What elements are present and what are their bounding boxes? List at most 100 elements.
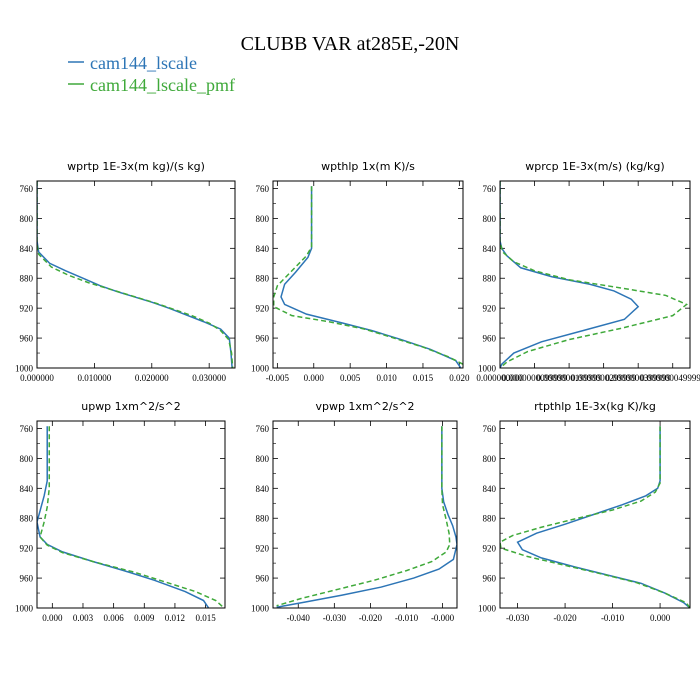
y-tick-label: 1000	[15, 364, 34, 374]
plot-frame	[36, 180, 236, 369]
x-tick-label: 0.015	[195, 613, 216, 623]
y-tick-label: 880	[483, 274, 497, 284]
legend-label-2: cam144_lscale_pmf	[90, 75, 235, 95]
x-tick-label: 0.009	[134, 613, 155, 623]
y-tick-label: 960	[20, 574, 34, 584]
series-line-cam144-lscale	[516, 426, 690, 608]
x-tick-label: 0.0000000499999	[640, 373, 700, 383]
x-tick-label: 0.0000000399999	[606, 373, 672, 383]
series-line-cam144-lscale	[276, 426, 457, 608]
x-tick-label: 0.020	[449, 373, 470, 383]
y-tick-label: 840	[256, 244, 270, 254]
panel-title: upwp 1xm^2/s^2	[81, 400, 181, 413]
y-tick-label: 960	[256, 334, 270, 344]
panel-2: wpthlp 1x(m K)/s 760 800 840 880 920 960 1000-0…	[251, 160, 470, 383]
y-tick-label: 920	[483, 544, 497, 554]
y-tick-label: 840	[483, 244, 497, 254]
y-tick-label: 920	[20, 304, 34, 314]
y-tick-label: 760	[256, 424, 270, 434]
y-tick-label: 1000	[251, 364, 270, 374]
x-tick-label: 0.000000	[20, 373, 54, 383]
series-line-cam144-lscale-pmf	[37, 181, 234, 368]
plot-frame	[499, 180, 691, 369]
y-tick-label: 760	[483, 424, 497, 434]
panel-title: vpwp 1xm^2/s^2	[315, 400, 414, 413]
x-tick-label: -0.010	[601, 613, 625, 623]
series-line-cam144-lscale-pmf	[500, 426, 690, 608]
y-tick-label: 880	[256, 274, 270, 284]
x-tick-label: 0.020000	[135, 373, 169, 383]
x-tick-label: 0.010000	[78, 373, 112, 383]
x-tick-label: -0.005	[266, 373, 290, 383]
series-line-cam144-lscale	[280, 186, 462, 368]
y-tick-label: 960	[256, 574, 270, 584]
panel-title: wprtp 1E-3x(m kg)/(s kg)	[67, 160, 205, 173]
panel-3: wprcp 1E-3x(m/s) (kg/kg) 760 800 840 880 920 9…	[476, 160, 700, 383]
y-tick-label: 920	[483, 304, 497, 314]
y-tick-label: 760	[256, 184, 270, 194]
x-tick-label: 0.005	[340, 373, 361, 383]
x-tick-label: 0.030000	[192, 373, 226, 383]
x-tick-label: -0.030	[323, 613, 347, 623]
y-tick-label: 920	[256, 544, 270, 554]
y-tick-label: 960	[483, 334, 497, 344]
y-tick-label: 840	[20, 244, 34, 254]
panel-title: wpthlp 1x(m K)/s	[321, 160, 415, 173]
y-tick-label: 800	[20, 214, 34, 224]
y-tick-label: 1000	[251, 604, 270, 614]
x-tick-label: 0.0000000099999	[502, 373, 568, 383]
x-tick-label: -0.000	[431, 613, 455, 623]
y-tick-label: 880	[20, 514, 34, 524]
x-tick-label: -0.030	[506, 613, 530, 623]
plot-frame	[272, 420, 458, 609]
y-tick-label: 840	[483, 484, 497, 494]
panel-6: rtpthlp 1E-3x(kg K)/kg 760 800 840 880 920 960…	[478, 400, 691, 623]
x-tick-label: 0.012	[165, 613, 185, 623]
y-tick-label: 960	[20, 334, 34, 344]
x-tick-label: 0.000	[304, 373, 325, 383]
y-tick-label: 840	[256, 484, 270, 494]
y-tick-label: 800	[256, 454, 270, 464]
panels-container: wprtp 1E-3x(m kg)/(s kg) 760 800 840 880 920 9…	[15, 160, 700, 623]
y-tick-label: 760	[20, 184, 34, 194]
x-tick-label: -0.020	[359, 613, 383, 623]
series-line-cam144-lscale-pmf	[500, 181, 688, 368]
x-tick-label: 0.015	[413, 373, 434, 383]
x-tick-label: 0.000000000	[476, 373, 524, 383]
x-tick-label: 0.000	[650, 613, 671, 623]
x-tick-label: 0.000	[42, 613, 63, 623]
y-tick-label: 800	[256, 214, 270, 224]
x-tick-label: -0.040	[287, 613, 311, 623]
y-tick-label: 920	[256, 304, 270, 314]
series-line-cam144-lscale	[500, 181, 640, 368]
legend: cam144_lscale cam144_lscale_pmf	[68, 53, 235, 95]
panel-title: rtpthlp 1E-3x(kg K)/kg	[534, 400, 656, 413]
y-tick-label: 1000	[478, 364, 497, 374]
y-tick-label: 800	[483, 454, 497, 464]
panel-4: upwp 1xm^2/s^2 760 800 840 880 920 960 1000 0.00…	[15, 400, 226, 623]
plot-frame	[272, 180, 464, 369]
x-tick-label: 0.006	[104, 613, 125, 623]
legend-label-1: cam144_lscale	[90, 53, 197, 73]
plot-frame	[36, 420, 226, 609]
x-tick-label: -0.020	[553, 613, 577, 623]
x-tick-label: 0.0000000299999	[571, 373, 637, 383]
y-tick-label: 880	[483, 514, 497, 524]
panel-title: wprcp 1E-3x(m/s) (kg/kg)	[525, 160, 664, 173]
series-line-cam144-lscale-pmf	[276, 426, 451, 607]
panel-1: wprtp 1E-3x(m kg)/(s kg) 760 800 840 880 920 9…	[15, 160, 236, 383]
series-line-cam144-lscale-pmf	[273, 186, 463, 365]
panel-5: vpwp 1xm^2/s^2 760 800 840 880 920 960 1000 -0.0…	[251, 400, 458, 623]
y-tick-label: 880	[256, 514, 270, 524]
y-tick-label: 880	[20, 274, 34, 284]
y-tick-label: 800	[20, 454, 34, 464]
x-tick-label: 0.010	[376, 373, 397, 383]
y-tick-label: 1000	[15, 604, 34, 614]
figure-title: CLUBB VAR at285E,-20N	[241, 33, 460, 55]
series-line-cam144-lscale	[37, 426, 210, 608]
plot-frame	[499, 420, 691, 609]
y-tick-label: 960	[483, 574, 497, 584]
x-tick-label: 0.003	[73, 613, 94, 623]
y-tick-label: 760	[20, 424, 34, 434]
